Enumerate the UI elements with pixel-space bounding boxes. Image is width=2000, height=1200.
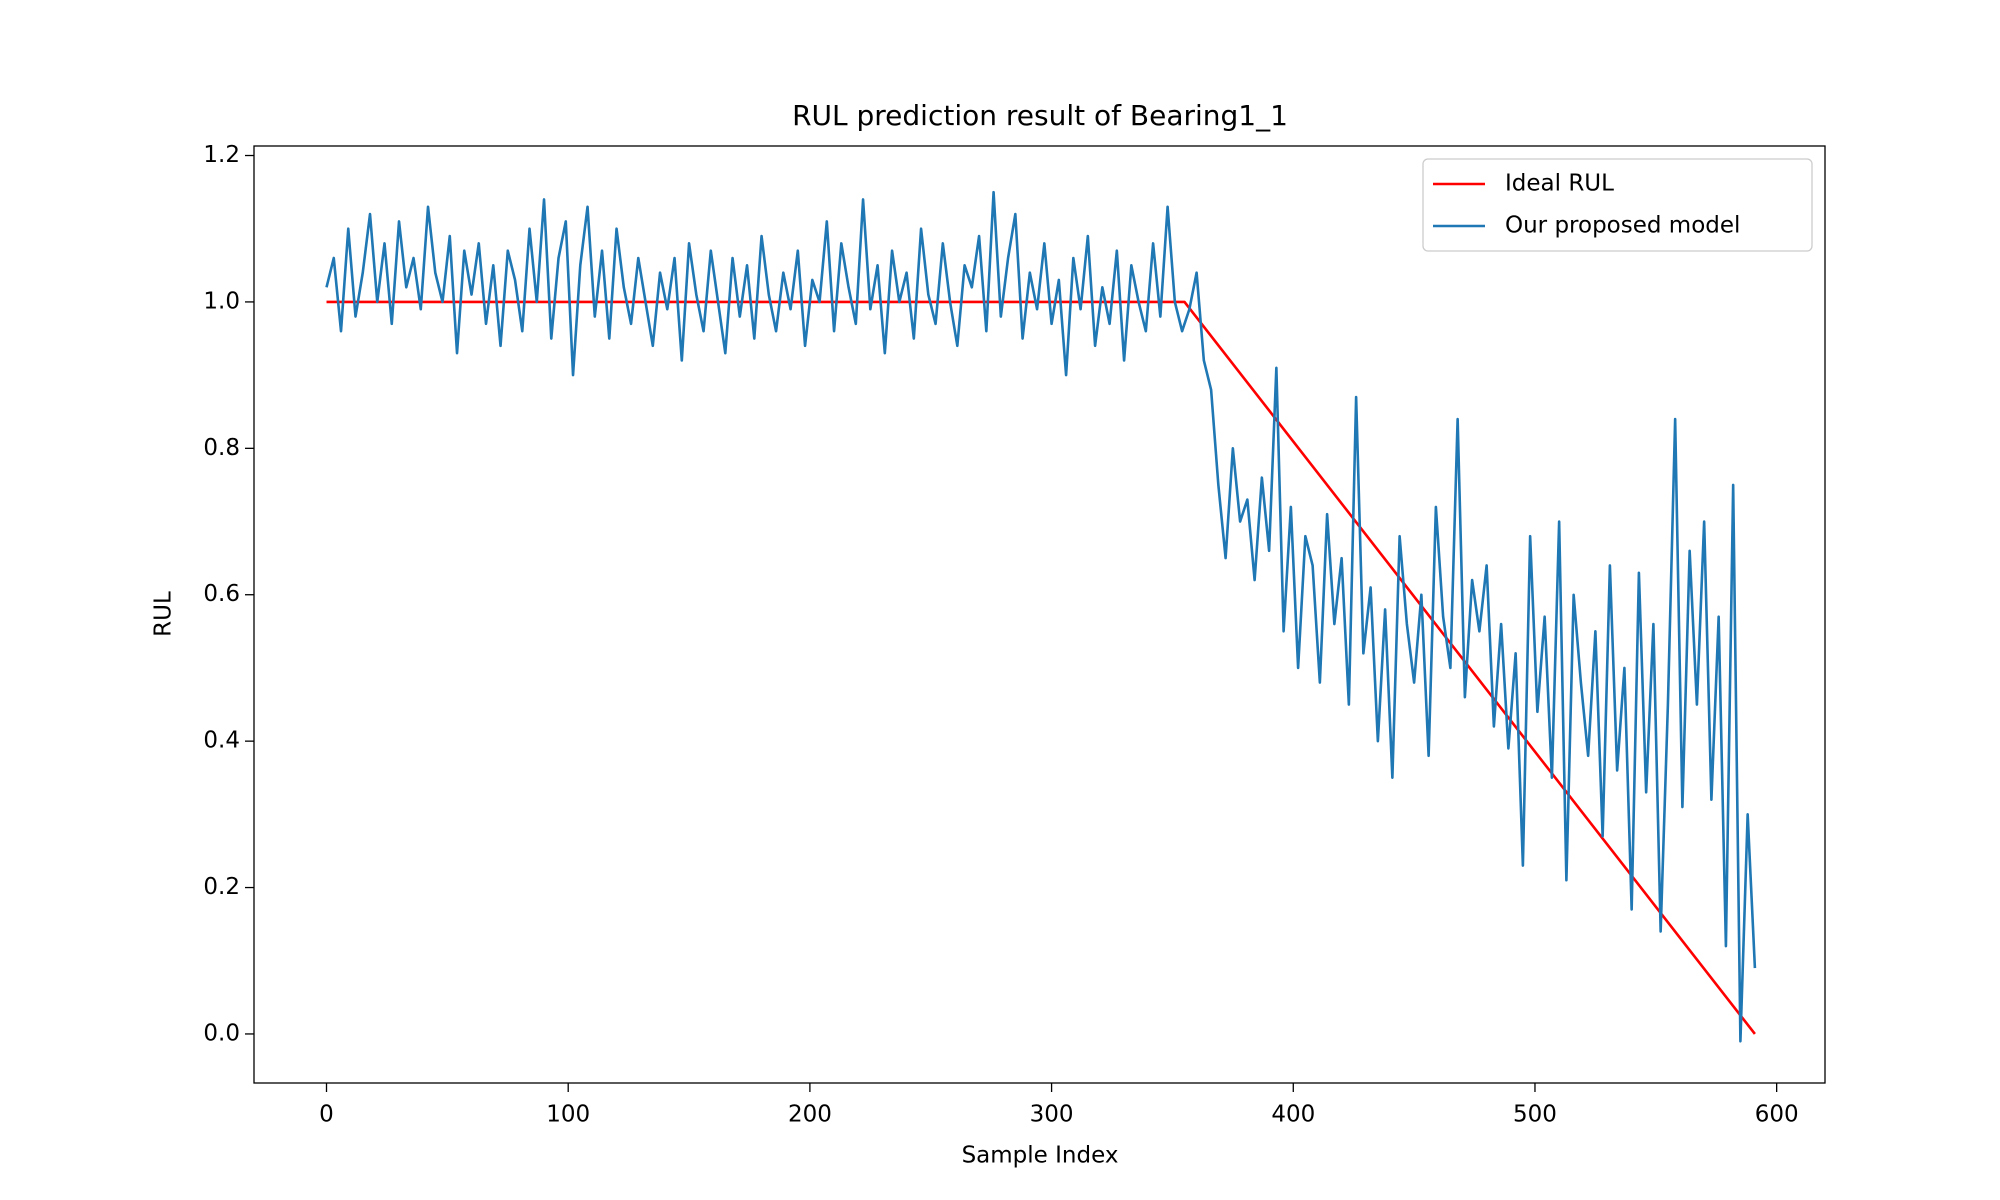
x-tick-label: 300 xyxy=(1030,1102,1074,1128)
y-tick-label: 0.2 xyxy=(203,874,240,900)
chart-title: RUL prediction result of Bearing1_1 xyxy=(792,99,1288,132)
plot-frame xyxy=(253,145,1826,1084)
y-tick-label: 0.6 xyxy=(203,581,240,607)
x-tick-label: 500 xyxy=(1513,1102,1557,1128)
series-line xyxy=(325,190,1757,1043)
x-tick-label: 0 xyxy=(319,1102,334,1128)
y-tick-label: 0.0 xyxy=(203,1020,240,1046)
y-tick-label: 1.0 xyxy=(203,288,240,314)
y-tick-label: 0.4 xyxy=(203,728,240,754)
x-tick-label: 200 xyxy=(788,1102,832,1128)
x-axis-label: Sample Index xyxy=(962,1143,1119,1169)
legend-box xyxy=(1422,158,1813,252)
x-tick-label: 100 xyxy=(546,1102,590,1128)
x-tick-label: 400 xyxy=(1271,1102,1315,1128)
legend-label: Ideal RUL xyxy=(1505,171,1614,197)
y-axis-label: RUL xyxy=(151,591,177,637)
x-tick-label: 600 xyxy=(1755,1102,1799,1128)
legend-label: Our proposed model xyxy=(1505,213,1740,239)
y-tick-label: 1.2 xyxy=(203,142,240,168)
y-tick-label: 0.8 xyxy=(203,435,240,461)
